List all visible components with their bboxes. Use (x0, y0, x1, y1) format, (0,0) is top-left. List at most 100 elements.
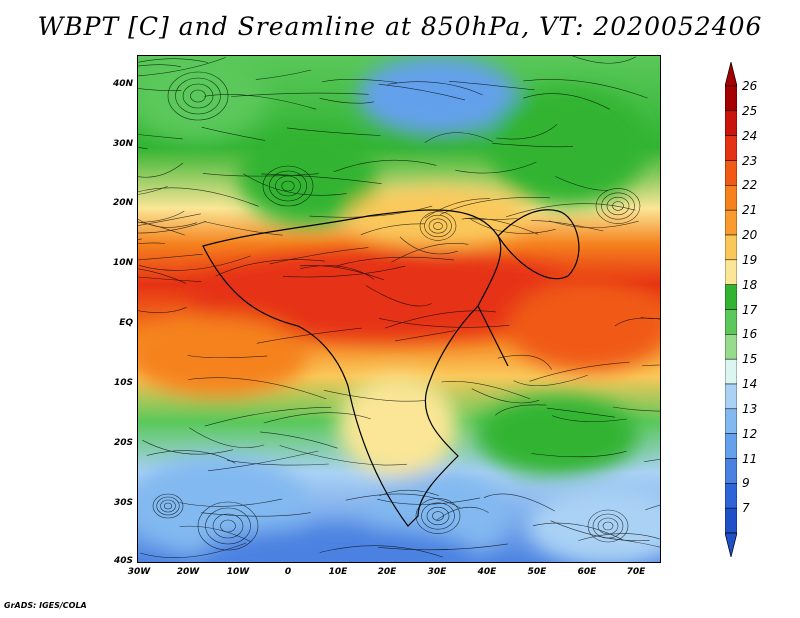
streamline (333, 159, 437, 173)
streamline (551, 415, 627, 422)
streamline (179, 498, 283, 507)
colorbar-level-label: 18 (742, 277, 758, 292)
y-tick-label: EQ (119, 318, 133, 328)
x-tick-label: 20W (176, 567, 200, 577)
colorbar-swatch (725, 358, 737, 385)
streamline (203, 221, 283, 236)
streamline (641, 364, 660, 366)
streamline (179, 525, 252, 543)
streamline (378, 83, 466, 101)
colorbar-swatch (725, 483, 737, 509)
streamline (323, 390, 426, 402)
streamline (321, 79, 397, 83)
streamline (555, 176, 608, 191)
colorbar-swatch (725, 284, 737, 310)
streamline (138, 253, 203, 261)
vortex-streamline (275, 175, 301, 197)
streamline (319, 545, 444, 558)
x-tick-label: 0 (284, 567, 292, 577)
streamline (379, 318, 510, 328)
colorbar-level-label: 17 (742, 302, 758, 317)
colorbar-swatch (725, 160, 737, 186)
streamline (138, 221, 185, 236)
colorbar-swatch (725, 458, 737, 484)
streamline (207, 450, 319, 472)
streamline (138, 162, 184, 178)
vortex-streamline (597, 517, 619, 535)
colorbar-level-label: 25 (742, 103, 758, 118)
streamline (448, 80, 535, 91)
streamline (399, 236, 458, 255)
streamline (523, 79, 648, 99)
streamline (279, 445, 407, 466)
streamline (202, 173, 319, 177)
x-tick-label: 70E (626, 567, 646, 577)
vortex-streamline (175, 77, 221, 115)
colorbar-swatch (725, 234, 737, 261)
streamline (578, 533, 660, 541)
streamline (497, 355, 552, 370)
x-tick-label: 10E (328, 567, 348, 577)
streamline (243, 173, 347, 196)
map-canvas (138, 56, 660, 562)
streamline (138, 186, 168, 195)
streamline (256, 327, 362, 344)
colorbar-swatch (725, 110, 737, 136)
streamline (299, 265, 385, 281)
colorbar-level-label: 12 (742, 426, 758, 441)
streamline (492, 143, 574, 148)
streamline (470, 219, 556, 234)
streamline (496, 123, 558, 140)
colorbar-level-label: 16 (742, 327, 758, 342)
colorbar-swatch (725, 309, 737, 335)
vortex-streamline (424, 214, 452, 238)
vortex-streamline (428, 218, 448, 234)
streamline (188, 377, 327, 400)
vortex-streamline (160, 499, 176, 513)
colorbar-level-label: 24 (742, 128, 758, 143)
colorbar-swatch (725, 507, 737, 534)
vortex-streamline (426, 506, 450, 526)
colorbar-swatch (725, 408, 737, 434)
colorbar-swatch (725, 433, 737, 459)
streamline (505, 203, 636, 218)
streamline (286, 127, 381, 136)
x-tick-label: 50E (527, 567, 547, 577)
streamline (139, 542, 247, 558)
vortex-streamline (415, 498, 461, 534)
streamline (365, 285, 432, 307)
vortex-streamline (156, 496, 180, 516)
streamline (269, 247, 369, 265)
streamline (335, 256, 455, 267)
streamline (215, 259, 325, 277)
grads-credit: GrADS: IGES/COLA (4, 601, 87, 610)
streamline (138, 64, 181, 67)
colorbar-swatch (725, 209, 737, 236)
streamline (645, 504, 660, 511)
vortex-streamline (190, 89, 206, 103)
x-tick-label: 30E (427, 567, 447, 577)
streamline (391, 243, 469, 263)
streamline (455, 161, 537, 174)
colorbar-level-label: 19 (742, 252, 758, 267)
streamline (142, 439, 234, 455)
streamline (384, 310, 496, 329)
vortex-streamline (419, 211, 457, 241)
streamline (300, 265, 375, 280)
vortex-streamline (220, 519, 236, 533)
streamline (201, 126, 266, 141)
streamline (189, 427, 265, 448)
streamline (138, 88, 182, 92)
streamline (227, 460, 329, 466)
vortex-streamline (592, 513, 624, 539)
vortex-streamline (152, 493, 184, 519)
streamline (138, 213, 201, 226)
streamlines (138, 56, 660, 558)
colorbar-swatch (725, 259, 737, 285)
streamline (138, 58, 209, 63)
streamline (424, 132, 493, 143)
streamline (602, 537, 660, 548)
streamline (461, 217, 539, 235)
streamline (138, 307, 187, 313)
colorbar-level-label: 26 (742, 79, 758, 93)
